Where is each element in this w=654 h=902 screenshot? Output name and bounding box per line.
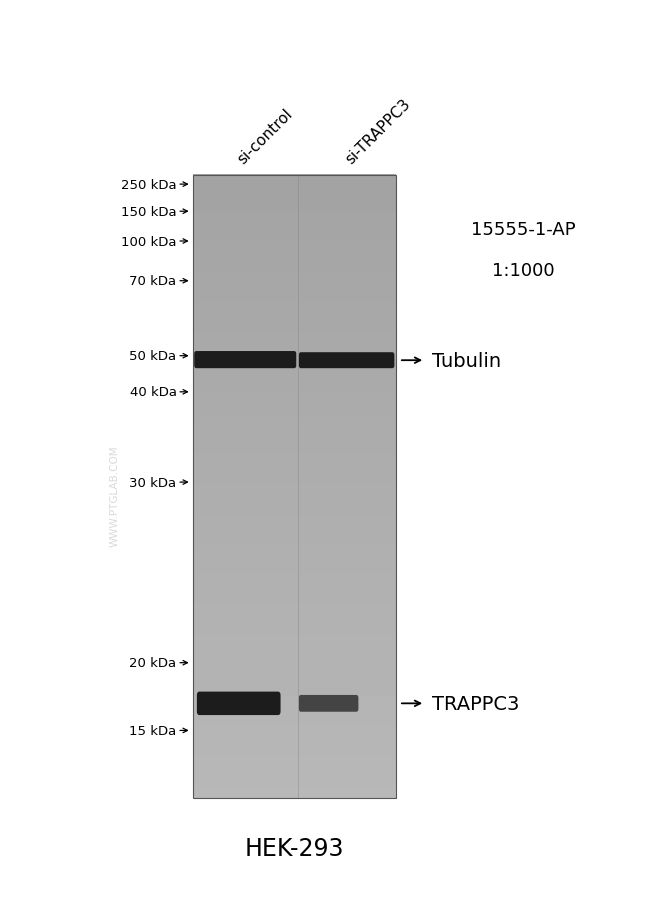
Text: 1:1000: 1:1000: [492, 262, 555, 280]
Text: Tubulin: Tubulin: [432, 351, 501, 371]
Text: 250 kDa: 250 kDa: [121, 179, 177, 191]
Text: 30 kDa: 30 kDa: [129, 476, 177, 489]
Bar: [193, 176, 396, 798]
Text: TRAPPC3: TRAPPC3: [432, 694, 519, 713]
Text: si-TRAPPC3: si-TRAPPC3: [343, 97, 413, 167]
Text: 150 kDa: 150 kDa: [121, 206, 177, 218]
Text: si-control: si-control: [235, 106, 296, 167]
Text: 50 kDa: 50 kDa: [129, 350, 177, 363]
Text: 15 kDa: 15 kDa: [129, 724, 177, 737]
Text: WWW.PTGLAB.COM: WWW.PTGLAB.COM: [109, 446, 120, 547]
Text: 70 kDa: 70 kDa: [129, 275, 177, 288]
FancyBboxPatch shape: [194, 352, 296, 369]
FancyBboxPatch shape: [299, 695, 358, 712]
Text: 20 kDa: 20 kDa: [129, 657, 177, 669]
Text: 100 kDa: 100 kDa: [121, 235, 177, 248]
Text: 40 kDa: 40 kDa: [129, 386, 177, 399]
FancyBboxPatch shape: [197, 692, 281, 715]
FancyBboxPatch shape: [299, 353, 394, 369]
Text: HEK-293: HEK-293: [245, 836, 344, 860]
Text: 15555-1-AP: 15555-1-AP: [471, 221, 576, 239]
